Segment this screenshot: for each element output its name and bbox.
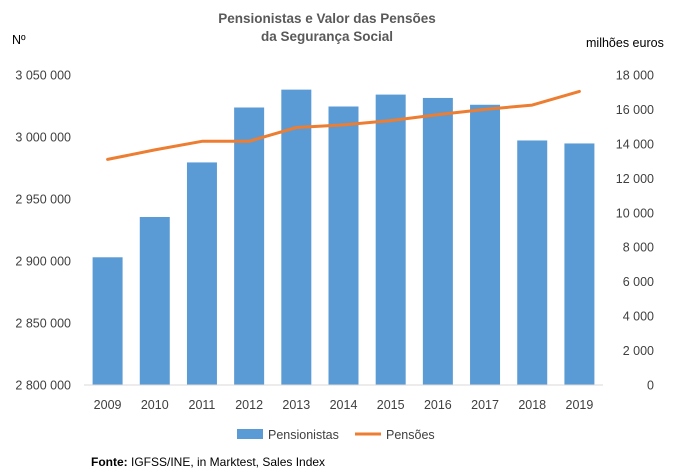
left-tick-label: 2 900 000 <box>15 255 71 269</box>
bar <box>186 162 217 385</box>
x-tick-label: 2011 <box>189 398 216 412</box>
left-tick-label: 2 800 000 <box>15 379 71 393</box>
bar <box>422 97 453 385</box>
chart-title-line-1: Pensionistas e Valor das Pensões <box>218 11 436 26</box>
source-text: IGFSS/INE, in Marktest, Sales Index <box>128 455 325 469</box>
right-tick-label: 4 000 <box>623 310 654 324</box>
right-tick-label: 16 000 <box>616 103 654 117</box>
left-tick-label: 2 950 000 <box>15 193 71 207</box>
right-axis-unit-label: milhões euros <box>586 36 664 50</box>
right-tick-label: 2 000 <box>623 344 654 358</box>
bar <box>517 140 548 385</box>
bar <box>328 106 359 385</box>
left-axis: 2 800 000 2 850 000 2 900 000 2 950 000 3 00… <box>15 69 71 393</box>
legend-label-pensoes: Pensões <box>386 428 435 442</box>
right-tick-label: 10 000 <box>616 206 654 220</box>
right-axis: 0 2 000 4 000 6 000 8 000 10 000 12 000 14 000 1… <box>616 69 654 393</box>
source-note: Fonte: IGFSS/INE, in Marktest, Sales Ind… <box>91 455 325 469</box>
right-tick-label: 8 000 <box>623 241 654 255</box>
bar-series-pensionistas <box>92 89 595 385</box>
bar <box>375 94 406 385</box>
x-tick-label: 2017 <box>471 398 499 412</box>
x-tick-label: 2009 <box>94 398 122 412</box>
x-axis: 2009 2010 2011 2012 2013 2014 2015 2016 2017 2018… <box>94 398 594 412</box>
bar <box>281 89 312 385</box>
bar <box>564 143 595 385</box>
line-pensoes <box>106 89 581 161</box>
x-tick-label: 2016 <box>424 398 452 412</box>
x-tick-label: 2014 <box>330 398 358 412</box>
legend: Pensionistas Pensões <box>237 428 435 442</box>
chart-title-line-2: da Segurança Social <box>261 29 393 44</box>
legend-label-pensionistas: Pensionistas <box>268 428 339 442</box>
right-tick-label: 0 <box>647 379 654 393</box>
right-tick-label: 12 000 <box>616 172 654 186</box>
left-tick-label: 2 850 000 <box>15 317 71 331</box>
x-tick-label: 2015 <box>377 398 405 412</box>
x-tick-label: 2010 <box>141 398 169 412</box>
bar <box>234 107 265 385</box>
right-tick-label: 6 000 <box>623 275 654 289</box>
legend-swatch-pensionistas <box>237 429 263 439</box>
right-tick-label: 14 000 <box>616 137 654 151</box>
right-tick-label: 18 000 <box>616 69 654 83</box>
left-tick-label: 3 050 000 <box>15 69 71 83</box>
bar <box>139 216 170 385</box>
left-tick-label: 3 000 000 <box>15 131 71 145</box>
source-label: Fonte: <box>91 455 128 469</box>
x-tick-label: 2019 <box>566 398 594 412</box>
line-series-pensoes <box>106 89 581 161</box>
bar <box>470 104 501 385</box>
x-tick-label: 2012 <box>235 398 263 412</box>
left-axis-unit-label: Nº <box>12 33 26 47</box>
x-tick-label: 2013 <box>282 398 310 412</box>
x-tick-label: 2018 <box>518 398 546 412</box>
bar <box>92 257 123 385</box>
